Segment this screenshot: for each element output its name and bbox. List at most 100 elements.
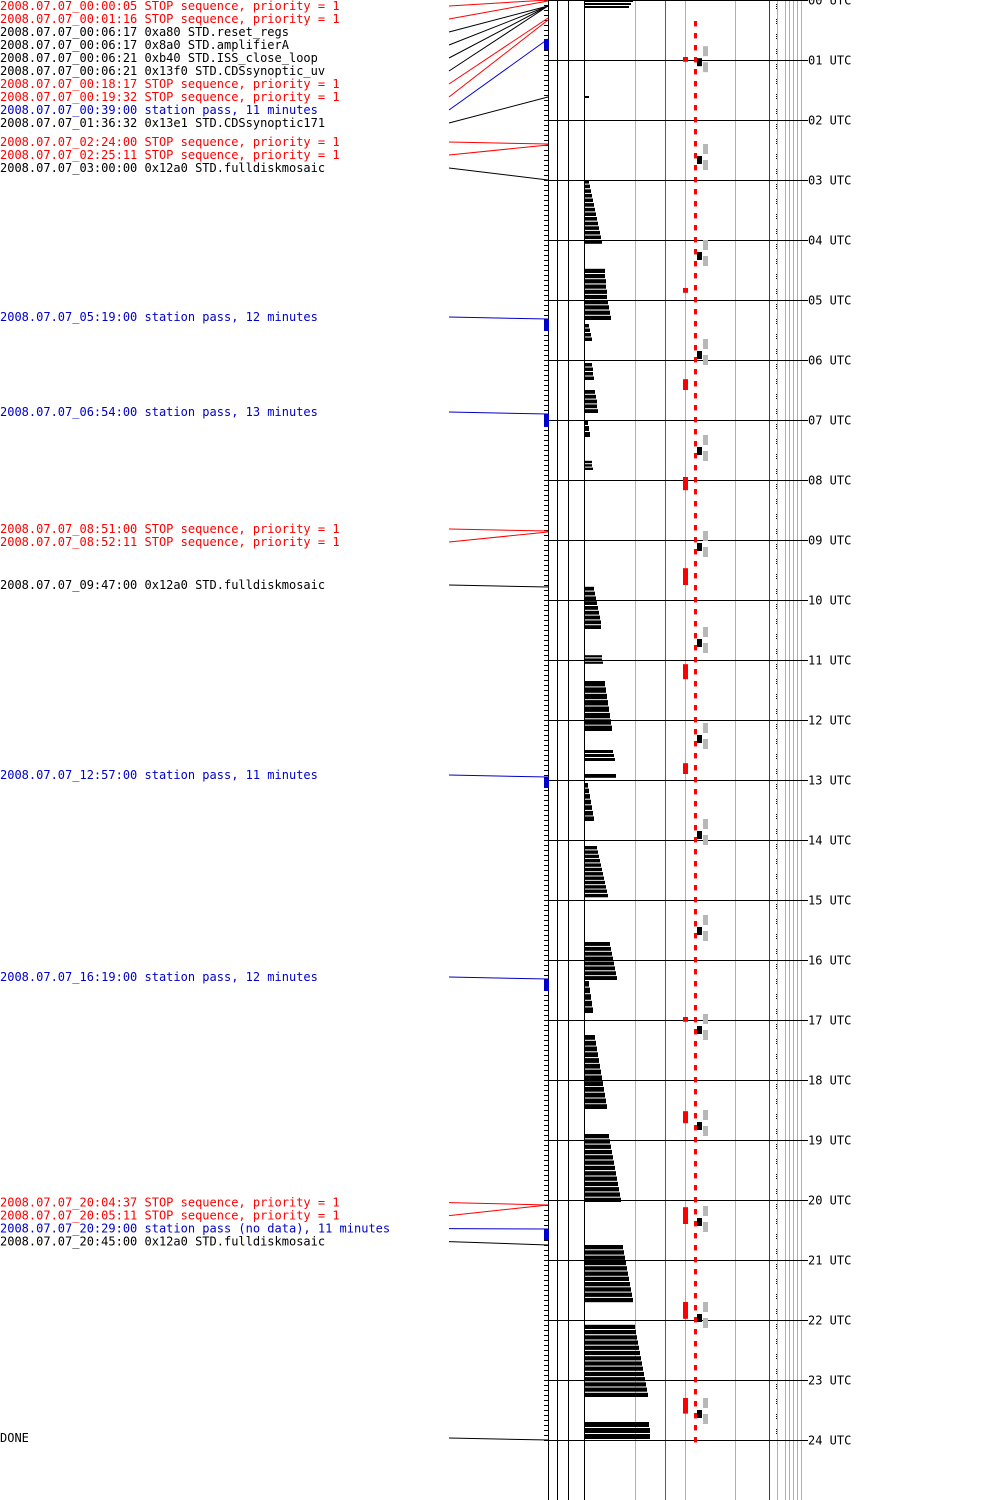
event-label: 2008.07.07_20:29:00 station pass (no dat… [0, 1222, 390, 1236]
activity-bar [585, 420, 588, 425]
gray-mark [703, 240, 708, 250]
red-dash [694, 1401, 697, 1407]
red-dash [694, 93, 697, 99]
activity-bar [585, 184, 590, 189]
red-dash [694, 1137, 697, 1143]
activity-bar [585, 946, 611, 951]
gray-mark [703, 1398, 708, 1408]
activity-bar [585, 889, 607, 893]
red-dash [694, 1197, 697, 1203]
event-connector [448, 144, 549, 156]
activity-bar [585, 460, 592, 464]
red-dash [694, 105, 697, 111]
red-mark [683, 379, 688, 390]
red-dash [694, 753, 697, 759]
station-pass-mark [544, 979, 549, 991]
activity-bar [585, 394, 596, 399]
hour-label: 03 UTC [808, 174, 851, 188]
red-dash [694, 765, 697, 771]
activity-bar [585, 987, 590, 994]
red-dash [694, 201, 697, 207]
event-label: 2008.07.07_20:05:11 STOP sequence, prior… [0, 1209, 340, 1223]
event-label: 2008.07.07_00:00:05 STOP sequence, prior… [0, 0, 340, 13]
hour-label: 02 UTC [808, 114, 851, 128]
activity-bar [585, 1040, 596, 1046]
activity-bar [585, 625, 601, 629]
event-label: 2008.07.07_00:18:17 STOP sequence, prior… [0, 77, 340, 91]
gray-mark [703, 835, 708, 845]
activity-bar [585, 1052, 598, 1058]
red-dash [694, 1065, 697, 1071]
red-dash [694, 33, 697, 39]
gray-mark [703, 819, 708, 829]
event-label: 2008.07.07_20:45:00 0x12a0 STD.fulldiskm… [0, 1235, 325, 1249]
event-connector [448, 5, 549, 72]
event-connector [448, 316, 549, 320]
activity-bar [585, 1271, 628, 1276]
activity-bar [585, 1160, 614, 1165]
red-dash [694, 657, 697, 663]
activity-bar [585, 1340, 638, 1345]
red-dash [694, 117, 697, 123]
activity-bar [585, 1434, 650, 1439]
hour-label: 14 UTC [808, 834, 851, 848]
gray-mark [703, 160, 708, 170]
red-dash [694, 717, 697, 723]
event-label: 2008.07.07_05:19:00 station pass, 12 min… [0, 310, 318, 324]
activity-bar [585, 1335, 637, 1340]
activity-bar [585, 1387, 647, 1392]
gray-mark [703, 931, 708, 941]
gray-mark [703, 355, 708, 365]
activity-bar [585, 6, 629, 8]
activity-bar [585, 956, 613, 961]
square-mark [697, 1314, 702, 1322]
red-dash [694, 1329, 697, 1335]
red-dash [694, 321, 697, 327]
event-connector [448, 1437, 549, 1441]
activity-bar [585, 687, 606, 693]
activity-bar [585, 981, 589, 987]
red-dash [694, 969, 697, 975]
red-dash [694, 561, 697, 567]
hour-label: 16 UTC [808, 954, 851, 968]
hour-label: 01 UTC [808, 54, 851, 68]
event-connector [448, 38, 549, 111]
activity-bar [585, 850, 598, 854]
activity-bar [585, 0, 633, 2]
hour-label: 04 UTC [808, 234, 851, 248]
activity-bar [585, 880, 605, 885]
event-label: 2008.07.07_08:51:00 STOP sequence, prior… [0, 522, 340, 536]
event-connector [448, 5, 549, 33]
activity-bar [585, 754, 614, 757]
event-label: 2008.07.07_00:06:21 0x13f0 STD.CDSsynopt… [0, 64, 325, 78]
red-dash [694, 1413, 697, 1419]
activity-bar [585, 268, 605, 273]
activity-bar [585, 230, 600, 235]
activity-bar [585, 1266, 627, 1271]
activity-bar [585, 658, 602, 661]
activity-bar [585, 601, 597, 605]
activity-bar [585, 1287, 631, 1292]
gray-mark [703, 1318, 708, 1328]
square-mark [697, 927, 702, 935]
activity-bar [585, 859, 600, 863]
event-label: 2008.07.07_16:19:00 station pass, 12 min… [0, 970, 318, 984]
hour-label: 10 UTC [808, 594, 851, 608]
activity-bar [585, 816, 594, 821]
red-dash [694, 585, 697, 591]
activity-bar [585, 661, 603, 664]
red-dash [694, 741, 697, 747]
red-dash [694, 489, 697, 495]
red-dash [694, 369, 697, 375]
event-label: 2008.07.07_00:06:17 0xa80 STD.reset_regs [0, 25, 289, 39]
activity-bar [585, 805, 592, 810]
red-dash [694, 1125, 697, 1131]
red-dash [694, 1101, 697, 1107]
red-dash [694, 825, 697, 831]
red-dash [694, 1041, 697, 1047]
red-dash [694, 549, 697, 555]
red-dash [694, 405, 697, 411]
red-dash [694, 537, 697, 543]
gray-mark [703, 1030, 708, 1040]
red-dash [694, 441, 697, 447]
